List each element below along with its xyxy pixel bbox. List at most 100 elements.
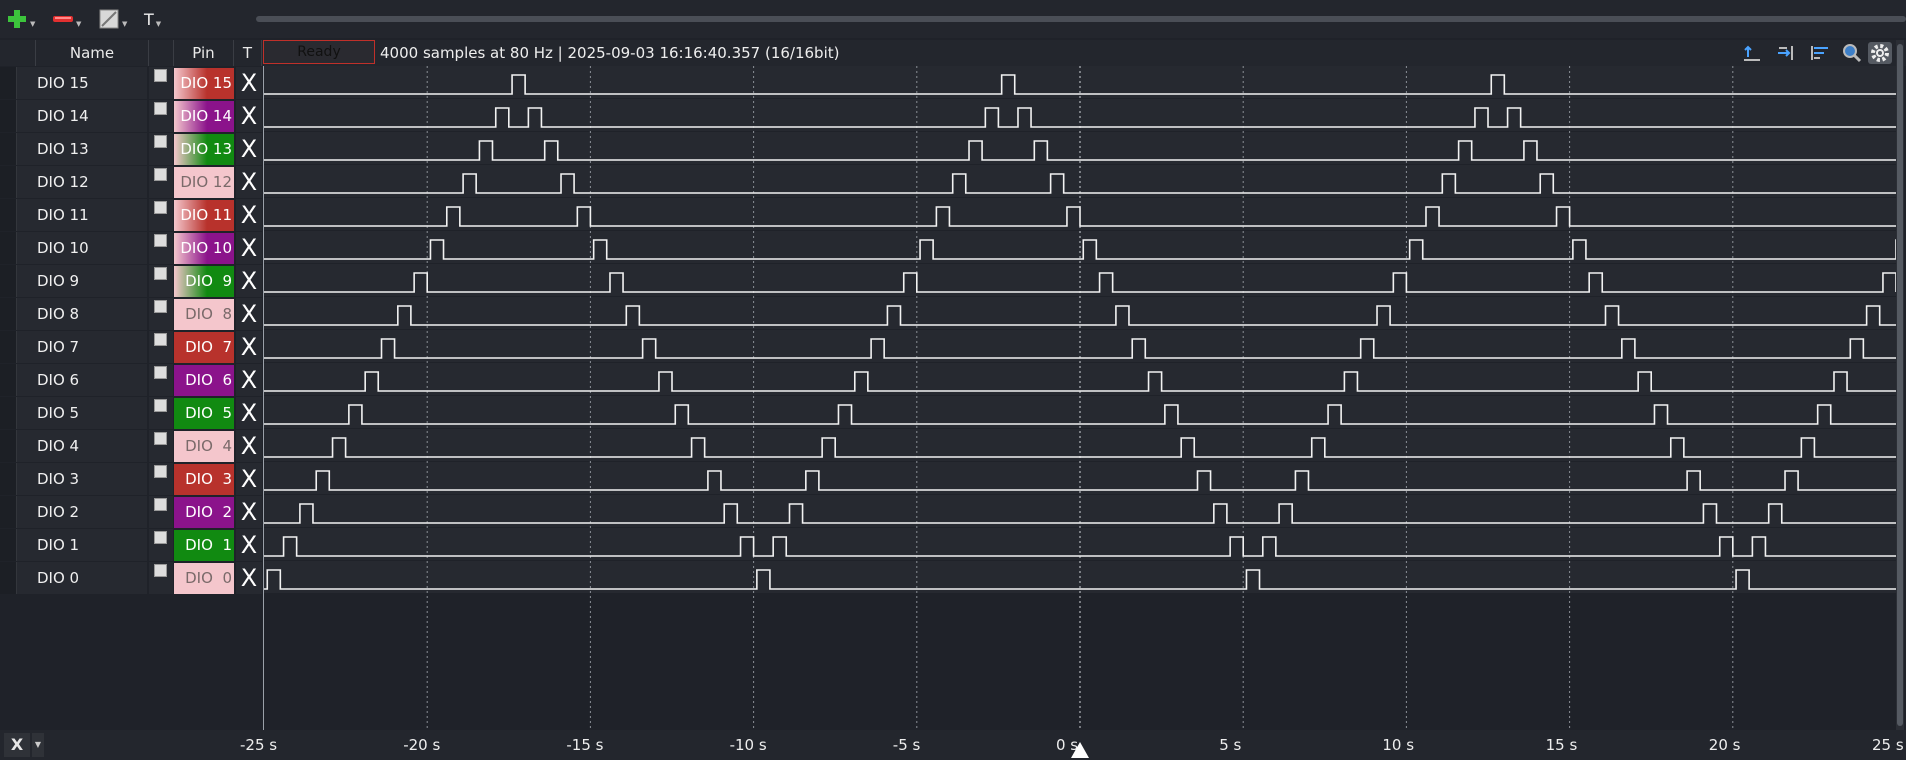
channel-name[interactable]: DIO 8	[17, 298, 147, 330]
channel-row[interactable]: DIO 14 DIO 14 X	[0, 100, 264, 133]
trigger-toggle[interactable]: X	[236, 199, 262, 231]
trigger-toggle[interactable]: X	[236, 529, 262, 561]
scrollbar-thumb[interactable]	[1897, 44, 1903, 726]
channel-edit-button[interactable]	[149, 562, 173, 594]
trigger-toggle[interactable]: X	[236, 496, 262, 528]
channel-name[interactable]: DIO 2	[17, 496, 147, 528]
trigger-toggle[interactable]: X	[236, 463, 262, 495]
channel-edit-button[interactable]	[149, 133, 173, 165]
channel-name[interactable]: DIO 12	[17, 166, 147, 198]
channel-name[interactable]: DIO 4	[17, 430, 147, 462]
trigger-toggle[interactable]: X	[236, 562, 262, 594]
channel-pin[interactable]: DIO 14	[174, 101, 234, 132]
trigger-toggle[interactable]: X	[236, 232, 262, 264]
channel-pin[interactable]: DIO 12	[174, 167, 234, 198]
channel-edit-button[interactable]	[149, 397, 173, 429]
trigger-toggle[interactable]: X	[236, 100, 262, 132]
row-drag-handle[interactable]	[0, 562, 17, 594]
channel-row[interactable]: DIO 12 DIO 12 X	[0, 166, 264, 199]
channel-pin[interactable]: DIO 4	[174, 431, 234, 462]
name-column-header[interactable]: Name	[36, 40, 149, 66]
row-drag-handle[interactable]	[0, 430, 17, 462]
row-drag-handle[interactable]	[0, 364, 17, 396]
align-top-button[interactable]	[1808, 42, 1832, 64]
remove-channel-button[interactable]: ▼	[52, 6, 81, 32]
trigger-column-header[interactable]: T	[234, 40, 262, 66]
channel-edit-button[interactable]	[149, 232, 173, 264]
row-drag-handle[interactable]	[0, 133, 17, 165]
channel-name[interactable]: DIO 3	[17, 463, 147, 495]
row-drag-handle[interactable]	[0, 397, 17, 429]
channel-name[interactable]: DIO 14	[17, 100, 147, 132]
channel-edit-button[interactable]	[149, 529, 173, 561]
channel-edit-button[interactable]	[149, 298, 173, 330]
channel-name[interactable]: DIO 1	[17, 529, 147, 561]
channel-pin[interactable]: DIO 3	[174, 464, 234, 495]
trigger-toggle[interactable]: X	[236, 265, 262, 297]
text-tool-button[interactable]: T ▼	[144, 6, 161, 32]
row-drag-handle[interactable]	[0, 331, 17, 363]
channel-edit-button[interactable]	[149, 100, 173, 132]
row-drag-handle[interactable]	[0, 67, 17, 99]
close-button[interactable]: X	[4, 733, 30, 757]
channel-name[interactable]: DIO 0	[17, 562, 147, 594]
channel-row[interactable]: DIO 15 DIO 15 X	[0, 67, 264, 100]
channel-row[interactable]: DIO 11 DIO 11 X	[0, 199, 264, 232]
channel-pin[interactable]: DIO 9	[174, 266, 234, 297]
row-drag-handle[interactable]	[0, 298, 17, 330]
waveform-plot[interactable]	[264, 66, 1896, 730]
trigger-toggle[interactable]: X	[236, 166, 262, 198]
channel-name[interactable]: DIO 9	[17, 265, 147, 297]
row-drag-handle[interactable]	[0, 199, 17, 231]
channel-edit-button[interactable]	[149, 166, 173, 198]
add-channel-button[interactable]: ▼	[6, 6, 35, 32]
channel-edit-button[interactable]	[149, 496, 173, 528]
trigger-toggle[interactable]: X	[236, 67, 262, 99]
channel-name[interactable]: DIO 10	[17, 232, 147, 264]
channel-pin[interactable]: DIO 7	[174, 332, 234, 363]
row-drag-handle[interactable]	[0, 265, 17, 297]
trigger-toggle[interactable]: X	[236, 397, 262, 429]
channel-edit-button[interactable]	[149, 199, 173, 231]
channel-name[interactable]: DIO 5	[17, 397, 147, 429]
settings-button[interactable]	[1868, 42, 1892, 64]
channel-row[interactable]: DIO 10 DIO 10 X	[0, 232, 264, 265]
trigger-toggle[interactable]: X	[236, 430, 262, 462]
zoom-button[interactable]	[1840, 42, 1864, 64]
trigger-toggle[interactable]: X	[236, 133, 262, 165]
trigger-marker-icon[interactable]	[1070, 742, 1090, 758]
channel-edit-button[interactable]	[149, 364, 173, 396]
channel-pin[interactable]: DIO 13	[174, 134, 234, 165]
trigger-toggle[interactable]: X	[236, 298, 262, 330]
row-drag-handle[interactable]	[0, 463, 17, 495]
channel-edit-button[interactable]	[149, 331, 173, 363]
trigger-toggle[interactable]: X	[236, 331, 262, 363]
edit-channel-button[interactable]: ▼	[98, 6, 127, 32]
vertical-scrollbar[interactable]	[1896, 40, 1904, 730]
channel-pin[interactable]: DIO 10	[174, 233, 234, 264]
channel-edit-button[interactable]	[149, 67, 173, 99]
channel-pin[interactable]: DIO 5	[174, 398, 234, 429]
channel-row[interactable]: DIO 13 DIO 13 X	[0, 133, 264, 166]
channel-name[interactable]: DIO 13	[17, 133, 147, 165]
row-drag-handle[interactable]	[0, 166, 17, 198]
row-drag-handle[interactable]	[0, 100, 17, 132]
channel-pin[interactable]: DIO 1	[174, 530, 234, 561]
channel-pin[interactable]: DIO 8	[174, 299, 234, 330]
row-drag-handle[interactable]	[0, 496, 17, 528]
channel-pin[interactable]: DIO 0	[174, 563, 234, 594]
channel-name[interactable]: DIO 15	[17, 67, 147, 99]
channel-edit-button[interactable]	[149, 463, 173, 495]
channel-name[interactable]: DIO 11	[17, 199, 147, 231]
trigger-toggle[interactable]: X	[236, 364, 262, 396]
channel-name[interactable]: DIO 6	[17, 364, 147, 396]
align-right-button[interactable]	[1774, 42, 1798, 64]
